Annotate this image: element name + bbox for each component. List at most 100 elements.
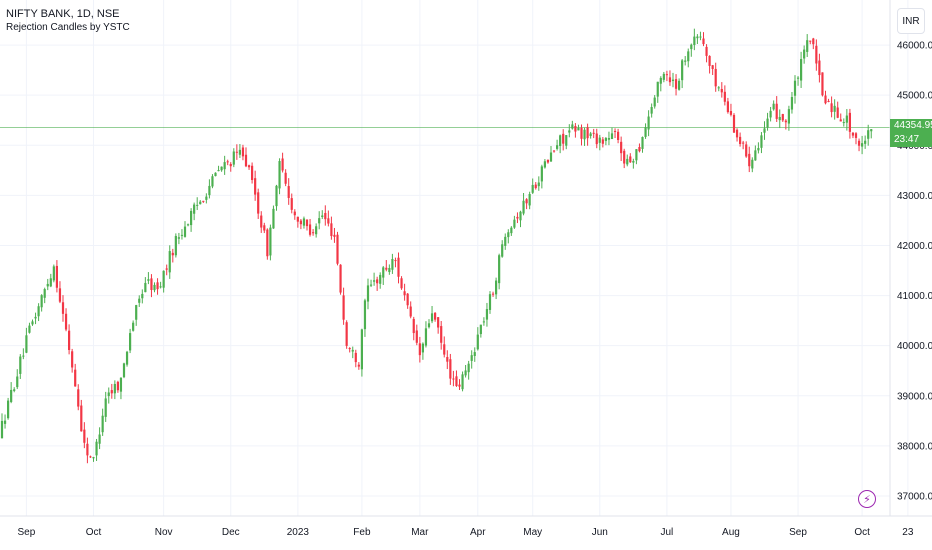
- candle: [10, 382, 13, 404]
- candle: [626, 154, 629, 167]
- candle: [159, 281, 162, 289]
- lightning-icon[interactable]: ⚡︎: [858, 490, 876, 508]
- candle: [519, 210, 522, 228]
- candle: [848, 108, 851, 139]
- candle: [528, 191, 531, 210]
- candle: [305, 219, 309, 231]
- candle: [467, 360, 470, 380]
- candle: [391, 253, 394, 274]
- candle: [125, 350, 129, 367]
- candle: [403, 283, 406, 301]
- candle: [775, 96, 778, 122]
- candle: [177, 232, 180, 245]
- candle: [562, 129, 565, 151]
- candle: [205, 193, 208, 204]
- candle: [488, 291, 492, 314]
- candle: [479, 324, 482, 338]
- candle: [217, 165, 220, 172]
- candle: [254, 170, 257, 201]
- candle: [409, 301, 412, 319]
- candle: [266, 228, 269, 260]
- candle: [857, 138, 861, 152]
- candle: [681, 58, 684, 89]
- time-tick-label: Apr: [470, 527, 486, 538]
- candle: [394, 257, 397, 268]
- candle: [98, 427, 101, 450]
- candle: [241, 144, 245, 161]
- symbol-title[interactable]: NIFTY BANK, 1D, NSE: [6, 8, 120, 20]
- candle: [101, 408, 104, 436]
- candle: [235, 144, 238, 160]
- candle: [491, 291, 495, 297]
- candle: [281, 152, 284, 173]
- candle: [543, 159, 546, 169]
- candle: [833, 99, 836, 120]
- candle: [739, 132, 742, 147]
- candle: [674, 74, 678, 96]
- time-tick-label: Nov: [155, 527, 173, 538]
- candle: [263, 222, 266, 234]
- currency-button[interactable]: INR: [897, 8, 925, 34]
- candle: [668, 70, 672, 86]
- candle: [299, 219, 302, 230]
- candle: [150, 274, 153, 298]
- candle: [702, 32, 705, 47]
- candle: [586, 123, 589, 146]
- candle: [397, 252, 400, 284]
- candle: [153, 282, 156, 293]
- candle: [296, 216, 299, 228]
- candle: [336, 231, 339, 266]
- candle: [504, 233, 507, 250]
- candle: [196, 197, 199, 211]
- candle: [165, 264, 168, 276]
- candle: [827, 98, 830, 103]
- candle: [360, 328, 363, 377]
- candle: [476, 327, 479, 351]
- candle: [37, 303, 40, 322]
- candle: [531, 178, 534, 194]
- candle: [412, 316, 415, 341]
- chart-grid: [0, 0, 909, 516]
- candle: [552, 150, 556, 153]
- candle: [141, 289, 144, 304]
- candle: [800, 51, 803, 88]
- candle: [74, 363, 77, 387]
- price-tick-label: 45000.00: [897, 91, 932, 102]
- candle: [443, 336, 446, 358]
- indicator-title[interactable]: Rejection Candles by YSTC: [6, 22, 130, 33]
- candle: [446, 350, 449, 370]
- candle: [3, 414, 7, 429]
- candle: [339, 264, 342, 295]
- candle: [342, 287, 345, 325]
- candle: [766, 112, 769, 131]
- candle: [376, 276, 379, 291]
- candle: [577, 124, 580, 131]
- candle: [415, 324, 418, 346]
- candle: [147, 272, 150, 285]
- candle: [760, 132, 763, 154]
- candle: [308, 218, 312, 237]
- candle: [580, 124, 583, 146]
- candle: [183, 221, 187, 238]
- candle: [348, 347, 351, 353]
- time-axis[interactable]: Sep Oct Nov Dec 2023 Feb Mar Apr May Jun Jul Aug Sep…: [18, 527, 914, 538]
- candle: [864, 135, 867, 149]
- candle: [351, 346, 354, 359]
- time-tick-label: Sep: [789, 527, 807, 538]
- candle: [803, 45, 806, 64]
- candle: [16, 369, 19, 390]
- candle: [699, 31, 702, 41]
- candle: [659, 76, 662, 92]
- candle: [653, 95, 656, 109]
- price-axis[interactable]: 37000.00 38000.00 39000.00 40000.00 41000.00…: [897, 41, 932, 503]
- candle: [589, 131, 592, 139]
- candle: [641, 136, 644, 153]
- candle: [247, 164, 251, 170]
- candle: [458, 379, 461, 390]
- candle: [19, 354, 22, 379]
- candle: [867, 124, 870, 146]
- time-tick-label: Oct: [86, 527, 102, 538]
- candle: [671, 72, 675, 88]
- price-tick-label: 46000.00: [897, 41, 932, 52]
